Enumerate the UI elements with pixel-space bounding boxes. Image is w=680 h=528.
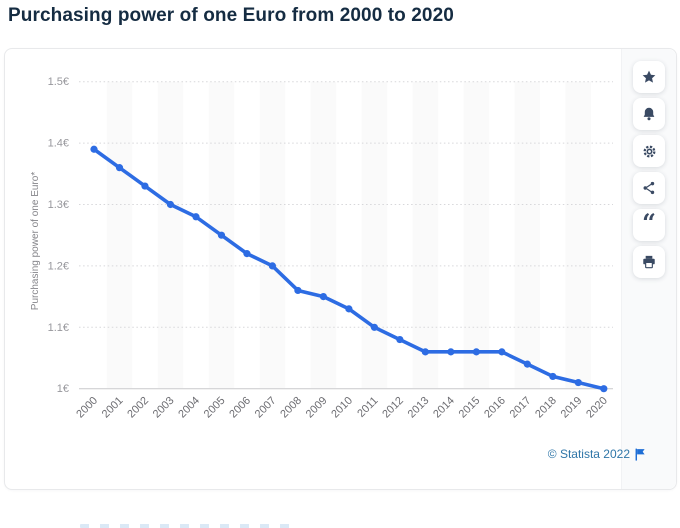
data-point[interactable] [268, 262, 277, 270]
y-tick-label: 1.1€ [48, 322, 69, 334]
x-tick-label: 2006 [227, 395, 253, 421]
data-point[interactable] [498, 348, 506, 356]
x-tick-label: 2007 [253, 395, 279, 421]
x-tick-label: 2014 [431, 395, 457, 421]
data-point[interactable] [141, 182, 149, 190]
chart-card: 1€ 1.1€ 1.2€ 1.3€ 1.4€ 1.5€ Purchasing power o… [4, 48, 677, 528]
data-point[interactable] [243, 250, 251, 258]
gear-icon [643, 145, 655, 157]
quote-icon: “ [642, 208, 656, 237]
x-tick-label: 2004 [176, 395, 202, 421]
data-point[interactable] [115, 164, 124, 172]
star-icon [642, 70, 656, 83]
x-tick-label: 2009 [304, 395, 330, 421]
data-point[interactable] [345, 305, 353, 313]
share-icon [643, 181, 655, 195]
favorite-button[interactable] [633, 61, 665, 93]
alerts-button[interactable] [633, 98, 665, 130]
x-tick-label: 2017 [508, 395, 534, 421]
x-tick-label: 2000 [74, 395, 100, 421]
flag-icon [635, 448, 645, 461]
x-tick-label: 2002 [125, 395, 151, 421]
data-point[interactable] [600, 385, 608, 393]
x-tick-label: 2003 [151, 395, 177, 421]
data-point[interactable] [523, 360, 531, 368]
y-axis-title: Purchasing power of one Euro* [30, 172, 41, 311]
y-tick-label: 1.2€ [48, 260, 69, 272]
settings-button[interactable] [633, 135, 665, 167]
y-tick-label: 1.5€ [48, 76, 69, 88]
x-tick-label: 2019 [559, 395, 585, 421]
data-point[interactable] [319, 293, 328, 301]
bell-icon [643, 107, 655, 121]
x-tick-label: 2005 [202, 395, 228, 421]
x-tick-label: 2020 [584, 395, 610, 421]
data-point[interactable] [294, 286, 302, 295]
x-tick-label: 2018 [533, 395, 559, 421]
x-tick-label: 2001 [100, 395, 126, 421]
data-point[interactable] [90, 145, 98, 153]
data-point[interactable] [396, 335, 404, 344]
x-tick-label: 2013 [406, 395, 432, 421]
cite-button[interactable]: “ [633, 209, 665, 241]
data-point[interactable] [166, 200, 175, 209]
page-title: Purchasing power of one Euro from 2000 t… [8, 5, 454, 26]
y-tick-label: 1.3€ [48, 199, 69, 211]
y-tick-label: 1€ [57, 383, 69, 395]
x-tick-label: 2010 [329, 395, 355, 421]
data-point[interactable] [472, 348, 480, 356]
copyright-label: © Statista 2022 [547, 447, 630, 461]
toolbar-strip: “ [621, 49, 676, 489]
share-button[interactable] [633, 172, 665, 204]
print-button[interactable] [633, 246, 665, 278]
x-tick-label: 2015 [457, 395, 483, 421]
x-tick-label: 2012 [380, 395, 406, 421]
line-chart: 1€ 1.1€ 1.2€ 1.3€ 1.4€ 1.5€ Purchasing power o… [30, 76, 613, 421]
statista-copyright-link[interactable]: © Statista 2022 [548, 447, 646, 461]
data-point[interactable] [421, 348, 429, 356]
print-icon [643, 255, 655, 269]
x-tick-label: 2008 [278, 395, 304, 421]
data-point[interactable] [447, 348, 455, 356]
cutoff-content [80, 524, 295, 528]
data-point[interactable] [574, 378, 582, 387]
y-tick-label: 1.4€ [48, 138, 69, 150]
data-point[interactable] [549, 372, 557, 381]
data-point[interactable] [370, 323, 378, 331]
data-point[interactable] [217, 231, 226, 239]
data-point[interactable] [192, 213, 200, 221]
x-tick-label: 2011 [355, 395, 380, 420]
x-tick-label: 2016 [482, 395, 508, 421]
